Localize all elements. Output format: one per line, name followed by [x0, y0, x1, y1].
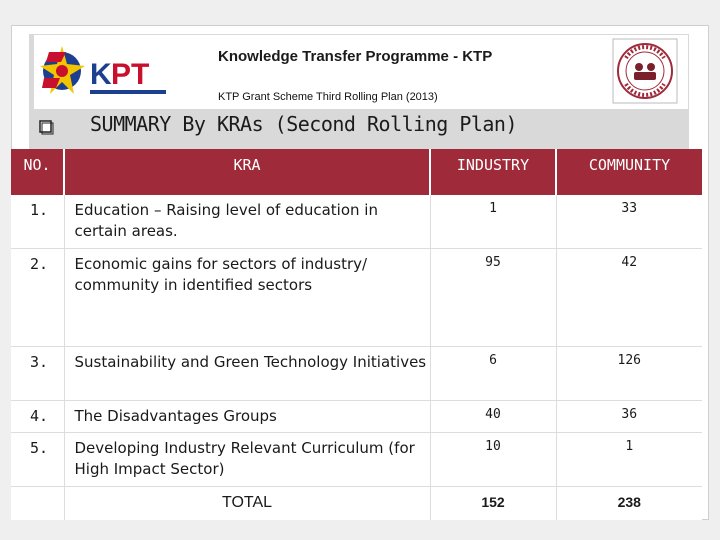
- column-header-kra: KRA: [64, 149, 431, 195]
- row-industry: 1: [430, 195, 557, 249]
- row-kra: Sustainability and Green Technology Init…: [64, 346, 431, 401]
- total-label: TOTAL: [64, 486, 431, 520]
- row-kra: Education – Raising level of education i…: [64, 195, 431, 249]
- row-industry: 95: [430, 248, 557, 347]
- row-community: 1: [556, 432, 702, 487]
- column-header-industry: INDUSTRY: [430, 149, 557, 195]
- kpt-logo: K PT: [40, 46, 166, 94]
- table-header-row: NO. KRA INDUSTRY COMMUNITY: [11, 149, 702, 195]
- row-industry: 6: [430, 346, 557, 401]
- column-header-community: COMMUNITY: [556, 149, 702, 195]
- logo-banner: [34, 35, 688, 109]
- svg-text:K: K: [90, 58, 112, 91]
- kra-summary-table: NO. KRA INDUSTRY COMMUNITY 1. Education …: [11, 149, 702, 520]
- row-number: 3.: [11, 346, 65, 401]
- section-heading: SUMMARY By KRAs (Second Rolling Plan): [90, 112, 518, 136]
- header-title: Knowledge Transfer Programme - KTP: [218, 48, 493, 65]
- total-row: TOTAL 152 238: [11, 486, 702, 520]
- hollow-square-bullet-icon: [39, 120, 54, 135]
- svg-text:PT: PT: [111, 58, 149, 91]
- row-community: 42: [556, 248, 702, 347]
- table-row: 1. Education – Raising level of educatio…: [11, 195, 702, 249]
- header-subtitle: KTP Grant Scheme Third Rolling Plan (201…: [218, 91, 438, 103]
- table-row: 5. Developing Industry Relevant Curricul…: [11, 432, 702, 487]
- row-community: 126: [556, 346, 702, 401]
- row-kra: Developing Industry Relevant Curriculum …: [64, 432, 431, 487]
- row-kra: The Disadvantages Groups: [64, 400, 431, 433]
- table-row: 2. Economic gains for sectors of industr…: [11, 248, 702, 347]
- total-community: 238: [556, 486, 702, 520]
- ktp-seal-logo: [612, 38, 678, 104]
- row-kra-text: Economic gains for sectors of industry/ …: [74, 254, 368, 294]
- row-kra: Economic gains for sectors of industry/ …: [64, 248, 431, 347]
- row-industry: 40: [430, 400, 557, 433]
- table-row: 4. The Disadvantages Groups 40 36: [11, 400, 702, 433]
- total-industry: 152: [430, 486, 557, 520]
- row-number: 4.: [11, 400, 65, 433]
- row-number: 5.: [11, 432, 65, 487]
- row-number: 2.: [11, 248, 65, 347]
- row-community: 33: [556, 195, 702, 249]
- column-header-no: NO.: [11, 149, 65, 195]
- row-community: 36: [556, 400, 702, 433]
- row-number: 1.: [11, 195, 65, 249]
- table-row: 3. Sustainability and Green Technology I…: [11, 346, 702, 401]
- total-blank-cell: [11, 486, 65, 520]
- row-industry: 10: [430, 432, 557, 487]
